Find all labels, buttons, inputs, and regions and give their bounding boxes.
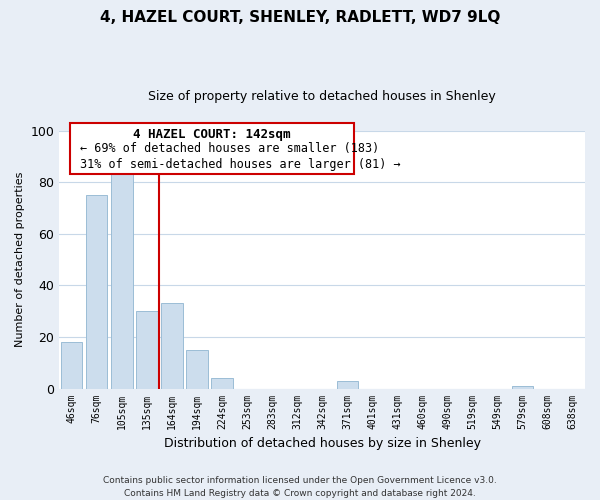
Text: Contains public sector information licensed under the Open Government Licence v3: Contains public sector information licen… xyxy=(103,476,497,485)
Bar xyxy=(512,386,533,388)
Text: Contains HM Land Registry data © Crown copyright and database right 2024.: Contains HM Land Registry data © Crown c… xyxy=(124,488,476,498)
Y-axis label: Number of detached properties: Number of detached properties xyxy=(15,172,25,347)
Text: 4, HAZEL COURT, SHENLEY, RADLETT, WD7 9LQ: 4, HAZEL COURT, SHENLEY, RADLETT, WD7 9L… xyxy=(100,10,500,25)
Title: Size of property relative to detached houses in Shenley: Size of property relative to detached ho… xyxy=(148,90,496,103)
Bar xyxy=(136,311,158,388)
Bar xyxy=(337,381,358,388)
Bar xyxy=(161,304,182,388)
FancyBboxPatch shape xyxy=(70,123,353,174)
Text: 4 HAZEL COURT: 142sqm: 4 HAZEL COURT: 142sqm xyxy=(133,128,290,141)
Bar xyxy=(111,172,133,388)
Bar xyxy=(86,195,107,388)
Bar xyxy=(187,350,208,389)
Bar xyxy=(211,378,233,388)
Text: ← 69% of detached houses are smaller (183): ← 69% of detached houses are smaller (18… xyxy=(80,142,380,155)
Bar xyxy=(61,342,82,388)
X-axis label: Distribution of detached houses by size in Shenley: Distribution of detached houses by size … xyxy=(164,437,481,450)
Text: 31% of semi-detached houses are larger (81) →: 31% of semi-detached houses are larger (… xyxy=(80,158,401,170)
